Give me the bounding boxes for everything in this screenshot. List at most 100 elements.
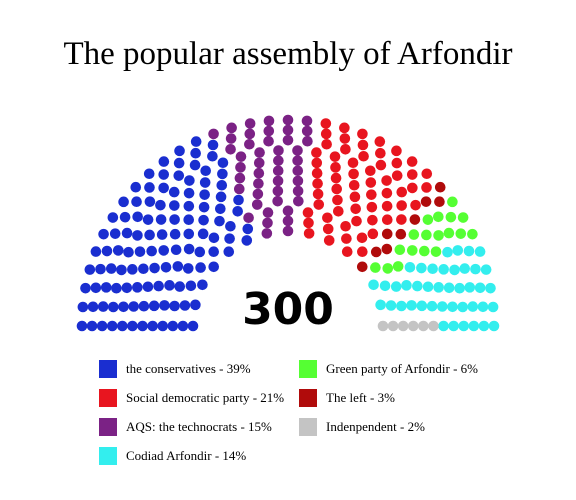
- seat-2: [351, 215, 362, 227]
- seat-4: [421, 229, 432, 241]
- seat-3: [370, 246, 382, 258]
- seat-0: [174, 281, 186, 292]
- seat-1: [233, 183, 245, 195]
- seat-0: [149, 262, 160, 274]
- seat-0: [158, 182, 169, 194]
- seat-0: [183, 243, 195, 255]
- seat-2: [381, 175, 392, 186]
- seat-0: [173, 157, 185, 169]
- legend-label: AQS: the technocrats - 15%: [126, 419, 272, 434]
- seat-0: [197, 279, 208, 291]
- seat-2: [320, 118, 332, 129]
- seat-0: [187, 320, 199, 332]
- seat-2: [312, 188, 324, 200]
- seat-4: [408, 229, 420, 240]
- seat-0: [134, 246, 146, 257]
- seat-5: [427, 263, 438, 275]
- seat-0: [147, 320, 158, 332]
- seat-2: [313, 199, 325, 210]
- seat-0: [155, 199, 166, 211]
- seat-5: [433, 282, 444, 293]
- seat-2: [330, 172, 342, 184]
- seat-0: [144, 229, 155, 241]
- seat-2: [381, 200, 393, 212]
- seat-0: [169, 200, 180, 211]
- seat-0: [158, 156, 170, 167]
- seat-0: [132, 211, 143, 223]
- seat-5: [464, 282, 476, 293]
- seat-1: [225, 133, 237, 144]
- seat-5: [458, 320, 470, 332]
- total-seats-label: 300: [242, 284, 334, 335]
- seat-0: [183, 200, 195, 212]
- seat-0: [198, 214, 209, 226]
- legend-swatch: [99, 389, 117, 407]
- seat-1: [272, 195, 283, 207]
- seat-2: [381, 214, 393, 225]
- seat-0: [155, 214, 167, 225]
- seat-2: [367, 214, 378, 226]
- seat-0: [77, 301, 89, 313]
- seat-0: [100, 282, 112, 293]
- seat-2: [331, 183, 343, 195]
- seat-1: [243, 212, 254, 224]
- seat-5: [438, 320, 449, 332]
- seat-0: [242, 223, 254, 235]
- seat-0: [121, 282, 133, 294]
- seat-3: [381, 243, 393, 255]
- seat-4: [419, 245, 430, 257]
- seat-0: [182, 263, 194, 274]
- seat-0: [198, 201, 210, 213]
- seat-5: [426, 300, 438, 312]
- seat-0: [131, 196, 142, 208]
- seat-0: [233, 194, 244, 206]
- seat-0: [123, 246, 134, 258]
- seat-2: [348, 168, 359, 180]
- legend-item: The left - 3%: [299, 389, 395, 407]
- legend-label: The left - 3%: [326, 390, 395, 405]
- seat-2: [406, 156, 418, 167]
- seat-0: [108, 301, 119, 313]
- seat-0: [179, 300, 191, 311]
- seat-0: [183, 228, 195, 240]
- seat-5: [474, 246, 486, 257]
- seat-0: [132, 230, 143, 241]
- seat-0: [225, 220, 236, 232]
- seat-2: [357, 139, 369, 151]
- seat-0: [95, 263, 106, 275]
- seat-0: [118, 301, 129, 313]
- seat-2: [391, 157, 403, 169]
- seat-0: [146, 245, 157, 257]
- seat-2: [339, 122, 350, 134]
- seat-5: [375, 299, 386, 311]
- seat-2: [339, 133, 351, 144]
- seat-1: [263, 135, 274, 147]
- seat-1: [253, 157, 265, 169]
- seat-0: [241, 235, 253, 246]
- seat-5: [422, 281, 434, 293]
- seat-0: [217, 157, 229, 169]
- seat-0: [200, 165, 211, 177]
- seat-0: [138, 263, 149, 275]
- seat-0: [97, 301, 109, 312]
- seat-2: [391, 145, 402, 157]
- seat-2: [311, 167, 323, 179]
- seat-5: [437, 301, 448, 312]
- seat-5: [404, 261, 416, 273]
- legend-item: Social democratic party - 21%: [99, 389, 284, 407]
- seat-2: [358, 150, 369, 162]
- seat-0: [184, 175, 195, 186]
- seat-4: [457, 212, 469, 223]
- seat-2: [396, 186, 408, 198]
- seat-1: [292, 145, 303, 156]
- legend-item: Codiad Arfondir - 14%: [99, 447, 246, 465]
- seat-1: [235, 151, 247, 162]
- seat-0: [121, 227, 133, 239]
- seat-1: [282, 215, 294, 227]
- seat-0: [158, 169, 170, 180]
- seat-5: [442, 246, 453, 258]
- seat-0: [144, 182, 155, 193]
- seat-1: [272, 175, 284, 187]
- seat-5: [488, 320, 500, 332]
- seat-0: [156, 229, 168, 240]
